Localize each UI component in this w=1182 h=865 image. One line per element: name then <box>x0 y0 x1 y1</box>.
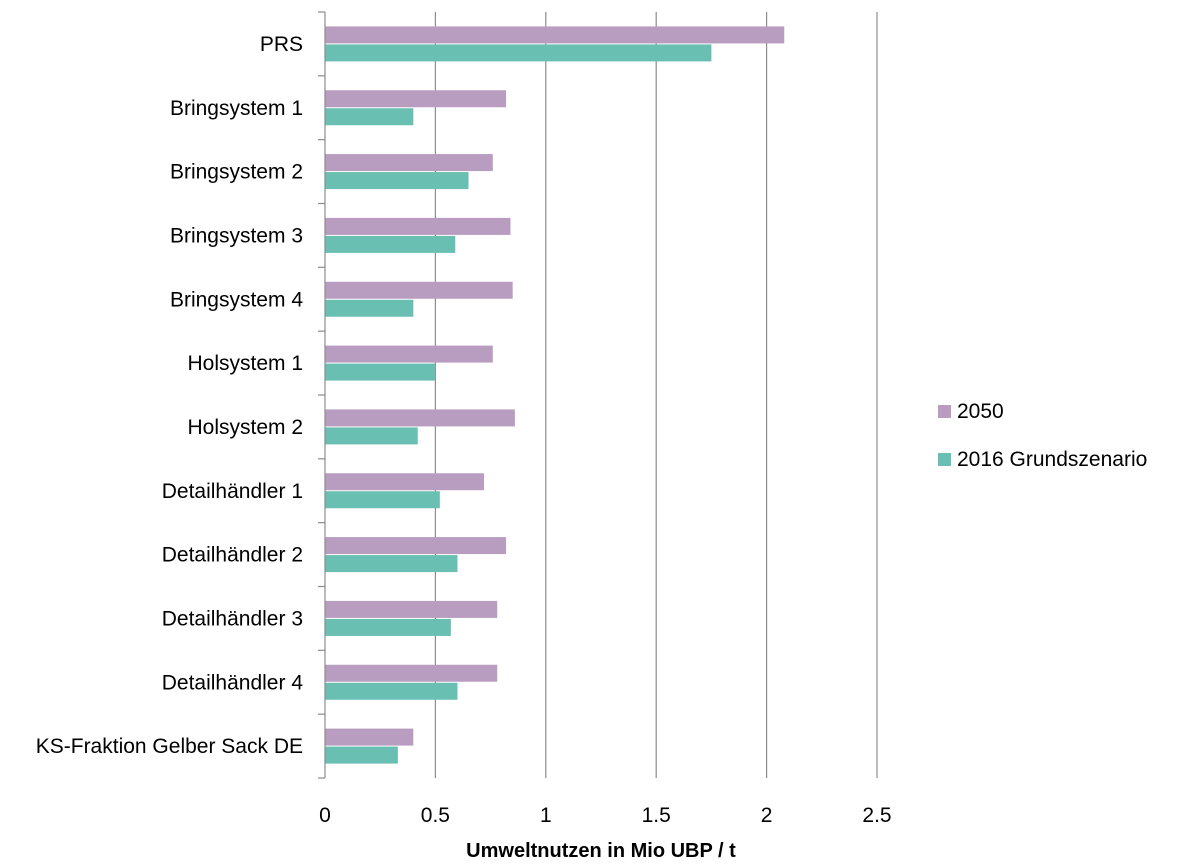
bar-series-2050 <box>325 537 507 555</box>
category-label: Detailhändler 2 <box>162 544 303 567</box>
x-tick-label: 0 <box>319 804 331 827</box>
category-label: PRS <box>260 33 303 56</box>
bar-series-2050 <box>325 217 511 235</box>
bar-series-2016 <box>325 682 458 700</box>
legend: 2050 2016 Grundszenario <box>938 400 1147 471</box>
legend-label: 2050 <box>957 400 1004 423</box>
bar-series-2050 <box>325 600 498 618</box>
bar-series-2016 <box>325 555 458 573</box>
bar-series-2016 <box>325 172 469 190</box>
grid-lines <box>434 12 878 778</box>
bar-series-2050 <box>325 26 785 44</box>
x-tick-label: 0.5 <box>421 804 450 827</box>
bar-series-2016 <box>325 491 440 509</box>
bar-series-2016 <box>325 618 451 636</box>
category-label: Detailhändler 1 <box>162 480 303 503</box>
bar-series-2050 <box>325 281 513 299</box>
category-label: Holsystem 2 <box>187 416 303 439</box>
category-label: Bringsystem 3 <box>170 224 303 247</box>
bar-series-2050 <box>325 345 493 363</box>
bar-series-2016 <box>325 235 456 253</box>
bar-series-2016 <box>325 44 712 62</box>
x-axis-title: Umweltnutzen in Mio UBP / t <box>466 840 736 862</box>
bar-series-2050 <box>325 154 493 172</box>
x-tick-label: 1 <box>540 804 552 827</box>
legend-swatch <box>938 453 951 466</box>
x-tick-label: 2 <box>761 804 773 827</box>
category-label: KS-Fraktion Gelber Sack DE <box>36 735 303 758</box>
bar-series-2050 <box>325 409 515 427</box>
bar-series-2050 <box>325 664 498 682</box>
bars <box>325 26 785 764</box>
category-label: Holsystem 1 <box>187 352 303 375</box>
bar-series-2016 <box>325 746 398 764</box>
legend-label: 2016 Grundszenario <box>957 448 1147 471</box>
bar-series-2016 <box>325 363 436 381</box>
category-label: Detailhändler 3 <box>162 607 303 630</box>
bar-series-2016 <box>325 427 418 445</box>
x-tick-label: 1.5 <box>642 804 671 827</box>
legend-swatch <box>938 405 951 418</box>
category-label: Bringsystem 1 <box>170 97 303 120</box>
bar-series-2016 <box>325 108 414 126</box>
x-tick-label: 2.5 <box>862 804 891 827</box>
y-axis <box>318 11 326 779</box>
category-label: Detailhändler 4 <box>162 671 304 694</box>
category-label: Bringsystem 4 <box>170 288 303 311</box>
bar-series-2050 <box>325 90 507 108</box>
bar-series-2050 <box>325 473 484 491</box>
bar-series-2016 <box>325 299 414 317</box>
bar-series-2050 <box>325 728 414 746</box>
category-label: Bringsystem 2 <box>170 161 303 184</box>
x-tick-labels: 0 0.5 1 1.5 2 2.5 <box>319 804 891 827</box>
category-labels: PRS Bringsystem 1 Bringsystem 2 Bringsystem… <box>36 33 304 758</box>
